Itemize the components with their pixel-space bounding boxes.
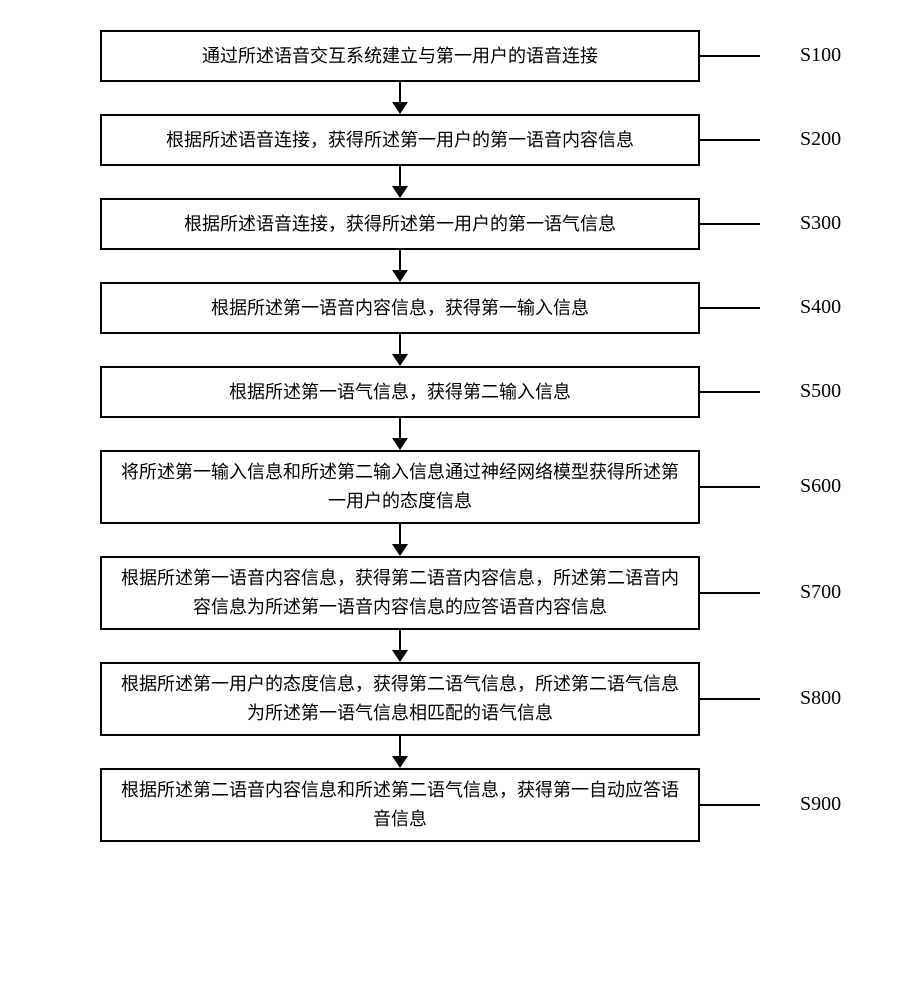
step-box-S400: 根据所述第一语音内容信息，获得第一输入信息 xyxy=(100,282,700,334)
label-connector xyxy=(700,139,760,141)
arrow-head-icon xyxy=(392,102,408,114)
arrow-line xyxy=(399,250,401,270)
step-box-S200: 根据所述语音连接，获得所述第一用户的第一语音内容信息 xyxy=(100,114,700,166)
step-label-S700: S700 xyxy=(800,581,841,604)
arrow-head-icon xyxy=(392,650,408,662)
arrow-line xyxy=(399,736,401,756)
arrow-line xyxy=(399,82,401,102)
arrow-head-icon xyxy=(392,354,408,366)
arrow-line xyxy=(399,166,401,186)
step-text: 根据所述语音连接，获得所述第一用户的第一语音内容信息 xyxy=(166,126,634,155)
step-label-S400: S400 xyxy=(800,296,841,319)
arrow-line xyxy=(399,334,401,354)
label-connector xyxy=(700,592,760,594)
label-connector xyxy=(700,391,760,393)
step-text: 根据所述第二语音内容信息和所述第二语气信息，获得第一自动应答语音信息 xyxy=(114,776,686,834)
label-connector xyxy=(700,804,760,806)
step-box-S300: 根据所述语音连接，获得所述第一用户的第一语气信息 xyxy=(100,198,700,250)
arrow-head-icon xyxy=(392,186,408,198)
step-label-S900: S900 xyxy=(800,793,841,816)
label-connector xyxy=(700,307,760,309)
step-box-S900: 根据所述第二语音内容信息和所述第二语气信息，获得第一自动应答语音信息 xyxy=(100,768,700,842)
flowchart-canvas: 通过所述语音交互系统建立与第一用户的语音连接 S100 根据所述语音连接，获得所述第… xyxy=(0,0,900,1000)
step-text: 通过所述语音交互系统建立与第一用户的语音连接 xyxy=(202,42,598,71)
step-box-S100: 通过所述语音交互系统建立与第一用户的语音连接 xyxy=(100,30,700,82)
step-box-S700: 根据所述第一语音内容信息，获得第二语音内容信息，所述第二语音内容信息为所述第一语… xyxy=(100,556,700,630)
step-label-S100: S100 xyxy=(800,44,841,67)
arrow-head-icon xyxy=(392,438,408,450)
step-box-S500: 根据所述第一语气信息，获得第二输入信息 xyxy=(100,366,700,418)
arrow-head-icon xyxy=(392,756,408,768)
arrow-line xyxy=(399,418,401,438)
step-label-S800: S800 xyxy=(800,687,841,710)
arrow-line xyxy=(399,630,401,650)
step-text: 根据所述第一语气信息，获得第二输入信息 xyxy=(229,378,571,407)
arrow-line xyxy=(399,524,401,544)
step-box-S800: 根据所述第一用户的态度信息，获得第二语气信息，所述第二语气信息为所述第一语气信息… xyxy=(100,662,700,736)
step-text: 根据所述第一语音内容信息，获得第一输入信息 xyxy=(211,294,589,323)
step-text: 根据所述第一用户的态度信息，获得第二语气信息，所述第二语气信息为所述第一语气信息… xyxy=(114,670,686,728)
step-text: 根据所述语音连接，获得所述第一用户的第一语气信息 xyxy=(184,210,616,239)
step-text: 根据所述第一语音内容信息，获得第二语音内容信息，所述第二语音内容信息为所述第一语… xyxy=(114,564,686,622)
step-label-S200: S200 xyxy=(800,128,841,151)
arrow-head-icon xyxy=(392,270,408,282)
step-box-S600: 将所述第一输入信息和所述第二输入信息通过神经网络模型获得所述第一用户的态度信息 xyxy=(100,450,700,524)
step-text: 将所述第一输入信息和所述第二输入信息通过神经网络模型获得所述第一用户的态度信息 xyxy=(114,458,686,516)
label-connector xyxy=(700,486,760,488)
arrow-head-icon xyxy=(392,544,408,556)
step-label-S300: S300 xyxy=(800,212,841,235)
step-label-S600: S600 xyxy=(800,475,841,498)
label-connector xyxy=(700,55,760,57)
step-label-S500: S500 xyxy=(800,380,841,403)
label-connector xyxy=(700,223,760,225)
label-connector xyxy=(700,698,760,700)
